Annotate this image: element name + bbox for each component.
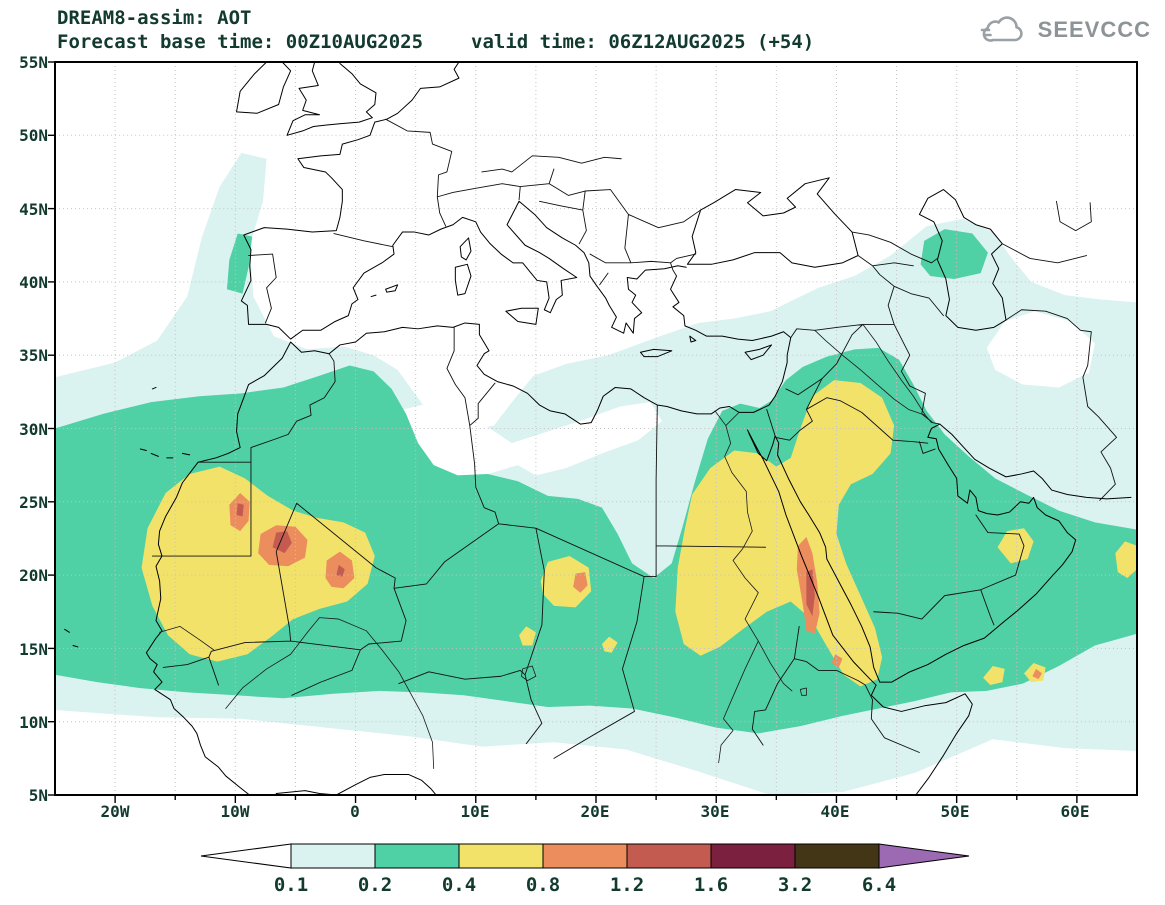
aot-region-0.4-chad [540, 556, 592, 608]
colorbar-label: 0.4 [442, 874, 476, 896]
lon-tick-label: 50E [940, 802, 970, 821]
colorbar-segment [794, 843, 880, 869]
logo-text: SEEVCCC [1037, 17, 1151, 42]
colorbar-segment [542, 843, 628, 869]
coastline-black-sea [687, 178, 858, 267]
colorbar-label: 1.2 [610, 874, 644, 896]
grid-lines [55, 62, 1137, 795]
colorbar-label: 0.8 [526, 874, 560, 896]
lat-tick-label: 30N [19, 420, 48, 439]
colorbar-segment [458, 843, 544, 869]
colorbar-label: 6.4 [862, 874, 896, 896]
colorbar-segment [290, 843, 376, 869]
lon-tick-label: 60E [1060, 802, 1090, 821]
aot-hole-iran [986, 311, 1095, 388]
colorbar-right-arrow [878, 843, 970, 869]
lon-tick-label: 20W [100, 802, 130, 821]
lat-tick-label: 25N [19, 493, 48, 512]
colorbar-segment [374, 843, 460, 869]
figure-title: DREAM8-assim: AOT [57, 7, 252, 29]
base-time-text: Forecast base time: 00Z10AUG2025 [57, 31, 424, 53]
aot-spot [519, 626, 618, 653]
rivers [160, 324, 932, 768]
colorbar: 0.1 0.2 0.4 0.8 1.2 1.6 3.2 6.4 [200, 843, 970, 896]
aot-region-0.4-west-africa [141, 466, 375, 662]
aot-region-0.2-iberia [226, 233, 253, 294]
valid-time-text: valid time: 06Z12AUG2025 (+54) [471, 31, 815, 53]
country-borders [152, 119, 1116, 758]
colorbar-label: 0.1 [274, 874, 308, 896]
lat-tick-label: 40N [19, 273, 48, 292]
lat-tick-label: 20N [19, 566, 48, 585]
figure-header: DREAM8-assim: AOT Forecast base time: 00… [57, 6, 814, 54]
aot-region-0.2-caspian [920, 229, 988, 279]
coastline-europe-med [241, 62, 686, 339]
aot-filled-contours [55, 152, 1137, 795]
colorbar-left-arrow [200, 843, 292, 869]
colorbar-segment [710, 843, 796, 869]
aot-region-0.4-sudan-arabia [675, 380, 895, 687]
aot-spot-yemen [983, 541, 1137, 686]
lon-tick-label: 10W [220, 802, 250, 821]
coastline-gulf-of-guinea [276, 774, 468, 808]
lat-tick-label: 5N [28, 786, 48, 805]
map-frame [53, 61, 1139, 796]
coastline-anatolia-africa [146, 276, 790, 801]
lat-tick-label: 35N [19, 346, 48, 365]
lat-tick-label: 15N [19, 640, 48, 659]
colorbar-segment [626, 843, 712, 869]
lon-tick-label: 20E [580, 802, 610, 821]
lon-tick-label: 40E [820, 802, 850, 821]
lat-tick-label: 45N [19, 200, 48, 219]
coastline-redsea-arabia [747, 424, 1131, 795]
lon-tick-label: 10E [460, 802, 490, 821]
lat-tick-label: 50N [19, 126, 48, 145]
axis-ticks [47, 61, 1078, 803]
figure-subtitle: Forecast base time: 00Z10AUG2025 valid t… [57, 30, 814, 54]
aot-hole-north-africa [361, 402, 663, 476]
colorbar-label: 0.2 [358, 874, 392, 896]
colorbar-label: 3.2 [778, 874, 812, 896]
coastlines [65, 62, 1131, 808]
cloud-icon [980, 16, 1023, 42]
coastline-islands [65, 238, 772, 647]
lat-tick-label: 55N [19, 53, 48, 72]
lon-tick-label: 0 [350, 802, 360, 821]
coastline-british-isles [237, 62, 376, 135]
lon-tick-label: 30E [700, 802, 730, 821]
coastline-caspian-sea [919, 190, 1006, 331]
seevccc-logo: SEEVCCC [978, 14, 1151, 46]
forecast-map [47, 61, 1139, 803]
aot-region-0.8-west [229, 493, 588, 593]
lat-tick-label: 10N [19, 713, 48, 732]
aot-region-0.4-oman [997, 528, 1034, 564]
colorbar-label: 1.6 [694, 874, 728, 896]
